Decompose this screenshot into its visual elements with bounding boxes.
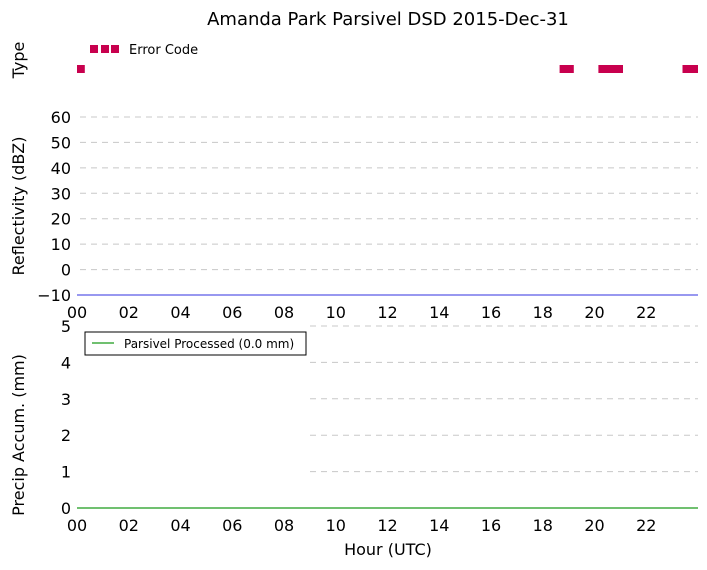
- precip-x-tick-label: 08: [274, 516, 294, 535]
- precip-axis-label: Precip Accum. (mm): [9, 354, 28, 516]
- type-axis-label: Type: [9, 42, 28, 80]
- type-legend-label: Error Code: [129, 43, 198, 58]
- precip-y-tick-label: 2: [61, 426, 71, 445]
- refl-y-tick-label: 60: [51, 108, 71, 127]
- reflectivity-panel: −10 0 10 20 30 40 50 60 00 02 04 06 08 10 12 14 16 18 20 2…: [9, 108, 698, 322]
- precip-gridlines: [310, 325, 698, 473]
- type-legend-swatch-1: [90, 45, 98, 53]
- refl-x-tick-label: 10: [326, 303, 346, 322]
- reflectivity-gridlines: [80, 116, 698, 271]
- precip-x-ticks: 00 02 04 06 08 10 12 14 16 18 20 22: [67, 516, 657, 535]
- error-code-bar: [598, 65, 623, 73]
- precip-legend: Parsivel Processed (0.0 mm): [84, 331, 307, 356]
- precip-y-ticks: 0 1 2 3 4 5: [61, 317, 71, 518]
- error-code-bar: [559, 65, 574, 73]
- refl-x-tick-label: 18: [533, 303, 553, 322]
- precip-x-tick-label: 00: [67, 516, 87, 535]
- type-panel: Type Error Code: [9, 42, 698, 80]
- reflectivity-axis-label: Reflectivity (dBZ): [9, 137, 28, 276]
- refl-y-tick-label: −10: [37, 286, 71, 305]
- precip-x-tick-label: 10: [326, 516, 346, 535]
- refl-x-tick-label: 04: [170, 303, 190, 322]
- precip-legend-label: Parsivel Processed (0.0 mm): [124, 337, 294, 351]
- refl-x-tick-label: 08: [274, 303, 294, 322]
- refl-x-tick-label: 00: [67, 303, 87, 322]
- refl-y-tick-label: 0: [61, 261, 71, 280]
- precip-x-tick-label: 06: [222, 516, 242, 535]
- refl-x-tick-label: 12: [377, 303, 397, 322]
- type-legend-swatch-3: [111, 45, 119, 53]
- refl-y-tick-label: 20: [51, 210, 71, 229]
- refl-y-tick-label: 30: [51, 184, 71, 203]
- refl-y-tick-label: 10: [51, 235, 71, 254]
- precip-x-tick-label: 12: [377, 516, 397, 535]
- error-code-bar: [682, 65, 698, 73]
- precip-x-tick-label: 14: [429, 516, 449, 535]
- reflectivity-x-ticks: 00 02 04 06 08 10 12 14 16 18 20 22: [67, 303, 657, 322]
- error-code-bar: [77, 65, 85, 73]
- precip-y-tick-label: 4: [61, 353, 71, 372]
- precip-x-tick-label: 16: [481, 516, 501, 535]
- precip-x-tick-label: 02: [119, 516, 139, 535]
- precip-x-tick-label: 18: [533, 516, 553, 535]
- refl-x-tick-label: 16: [481, 303, 501, 322]
- reflectivity-y-ticks: −10 0 10 20 30 40 50 60: [37, 108, 71, 305]
- precip-legend-box: [84, 331, 307, 356]
- precip-x-tick-label: 04: [170, 516, 190, 535]
- precip-y-tick-label: 5: [61, 317, 71, 336]
- type-legend: Error Code: [90, 43, 198, 58]
- refl-y-tick-label: 40: [51, 159, 71, 178]
- precip-x-tick-label: 22: [636, 516, 656, 535]
- precip-y-tick-label: 0: [61, 499, 71, 518]
- chart-title: Amanda Park Parsivel DSD 2015-Dec-31: [207, 9, 569, 30]
- precip-x-tick-label: 20: [584, 516, 604, 535]
- x-axis-label: Hour (UTC): [344, 540, 432, 559]
- refl-x-tick-label: 22: [636, 303, 656, 322]
- refl-x-tick-label: 20: [584, 303, 604, 322]
- error-code-bars: [77, 65, 698, 73]
- precip-y-tick-label: 1: [61, 463, 71, 482]
- precip-y-tick-label: 3: [61, 390, 71, 409]
- type-legend-swatch-2: [101, 45, 109, 53]
- refl-x-tick-label: 06: [222, 303, 242, 322]
- refl-y-tick-label: 50: [51, 133, 71, 152]
- refl-x-tick-label: 14: [429, 303, 449, 322]
- refl-x-tick-label: 02: [119, 303, 139, 322]
